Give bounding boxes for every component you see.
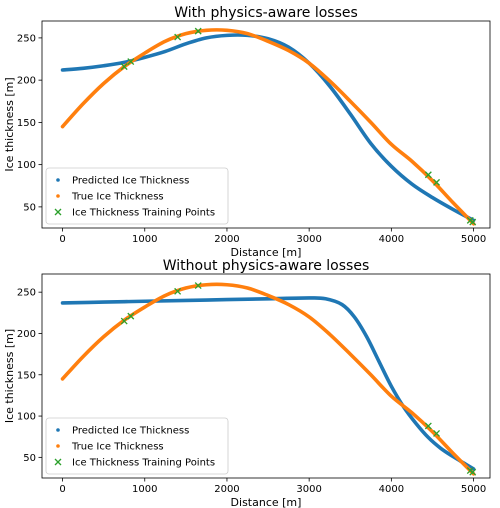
- x-tick-label: 4000: [379, 484, 404, 495]
- y-tick-label: 100: [17, 412, 36, 423]
- y-tick-label: 50: [23, 453, 36, 464]
- legend-marker-dot: [56, 178, 60, 182]
- x-tick-label: 1000: [132, 234, 157, 245]
- legend-marker-dot: [56, 444, 60, 448]
- legend-label: True Ice Thickness: [71, 192, 164, 203]
- y-axis-label: Ice thickness [m]: [3, 329, 16, 423]
- training-point-marker: [194, 27, 202, 35]
- training-point-stroke-b: [424, 422, 432, 430]
- training-point-stroke-b: [469, 218, 477, 226]
- training-point-stroke-b: [174, 287, 182, 295]
- x-tick-label: 3000: [296, 484, 321, 495]
- training-point-marker: [433, 429, 441, 437]
- training-point-stroke-b: [127, 58, 135, 66]
- x-axis-label: Distance [m]: [231, 246, 302, 259]
- legend: Predicted Ice Thickness True Ice Thicknes…: [45, 167, 229, 225]
- training-point-stroke-b: [469, 468, 477, 476]
- training-point-stroke-b: [120, 63, 128, 71]
- training-point-marker: [469, 468, 477, 476]
- x-tick-label: 2000: [214, 484, 239, 495]
- plot-frame: [41, 273, 491, 479]
- training-point-stroke-b: [424, 171, 432, 179]
- training-point-stroke-b: [127, 312, 135, 320]
- x-tick-label: 0: [59, 484, 65, 495]
- y-axis-label: Ice thickness [m]: [3, 77, 16, 171]
- plot-frame: [41, 20, 491, 229]
- legend-box: [45, 417, 229, 475]
- y-tick-label: 50: [23, 202, 36, 213]
- x-tick-label: 1000: [132, 484, 157, 495]
- legend: Predicted Ice Thickness True Ice Thicknes…: [45, 417, 229, 475]
- y-tick-label: 150: [17, 370, 36, 381]
- training-point-marker: [127, 312, 135, 320]
- y-tick-label: 100: [17, 160, 36, 171]
- legend-marker-x-b: [54, 208, 62, 216]
- chart-title: Without physics-aware losses: [163, 258, 370, 274]
- legend-label: Ice Thickness Training Points: [72, 208, 215, 219]
- y-tick-label: 150: [17, 118, 36, 129]
- x-tick-label: 5000: [461, 484, 486, 495]
- legend-label: True Ice Thickness: [71, 442, 164, 453]
- training-point-marker: [120, 63, 128, 71]
- y-tick-label: 250: [17, 288, 36, 299]
- training-point-marker: [433, 178, 441, 186]
- plot-area: [60, 27, 477, 226]
- x-axis-label: Distance [m]: [231, 496, 302, 508]
- training-point-stroke-b: [433, 178, 441, 186]
- legend-marker-dot: [56, 428, 60, 432]
- legend-label: Predicted Ice Thickness: [72, 176, 189, 187]
- x-tick-label: 3000: [296, 234, 321, 245]
- x-tick-label: 5000: [461, 234, 486, 245]
- training-point-marker: [424, 422, 432, 430]
- legend-label: Ice Thickness Training Points: [72, 458, 215, 469]
- training-point-marker: [127, 58, 135, 66]
- chart-title: With physics-aware losses: [174, 5, 358, 21]
- y-tick-label: 250: [17, 33, 36, 44]
- legend-marker-x-b: [54, 458, 62, 466]
- training-point-stroke-b: [120, 317, 128, 325]
- y-tick-label: 200: [17, 329, 36, 340]
- training-point-stroke-b: [174, 33, 182, 41]
- training-point-marker: [194, 282, 202, 290]
- chart-panel-2: Without physics-aware losses 0 1000 2000 300…: [3, 258, 491, 508]
- training-point-stroke-b: [194, 27, 202, 35]
- training-point-marker: [469, 218, 477, 226]
- predicted-thickness-line: [60, 296, 476, 471]
- training-point-marker: [424, 171, 432, 179]
- legend-marker-dot: [56, 194, 60, 198]
- training-point-stroke-b: [433, 429, 441, 437]
- training-point-stroke-b: [194, 282, 202, 290]
- legend-label: Predicted Ice Thickness: [72, 426, 189, 437]
- training-point-marker: [120, 317, 128, 325]
- y-tick-label: 200: [17, 76, 36, 87]
- chart-panel-1: With physics-aware losses 0 1000 2000 3000 40…: [3, 5, 491, 259]
- x-tick-label: 0: [59, 234, 65, 245]
- plot-area: [60, 282, 477, 476]
- x-tick-label: 2000: [214, 234, 239, 245]
- training-point-marker: [174, 287, 182, 295]
- x-tick-label: 4000: [379, 234, 404, 245]
- training-point-marker: [174, 33, 182, 41]
- legend-box: [45, 167, 229, 225]
